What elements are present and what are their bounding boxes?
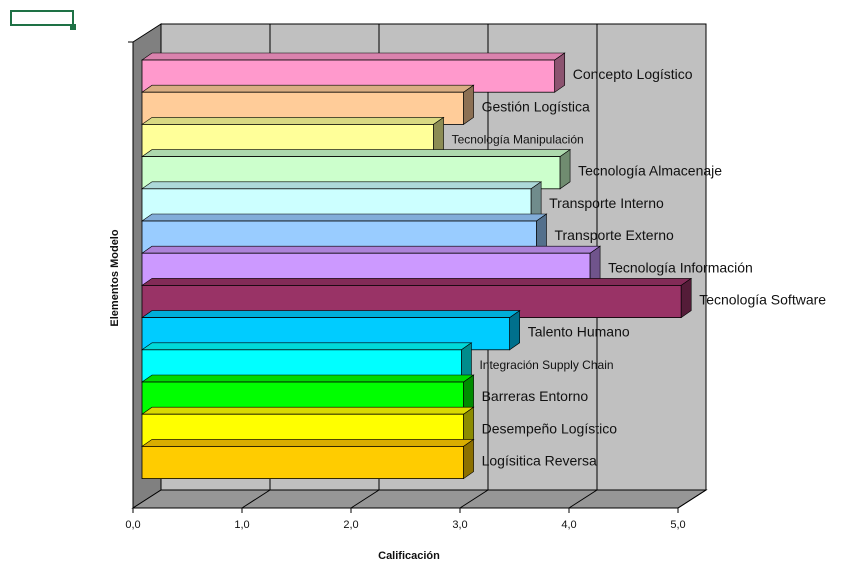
- bar-label: Barreras Entorno: [482, 388, 589, 404]
- bar-top-face: [141, 342, 473, 351]
- bar-label: Concepto Logístico: [573, 66, 693, 82]
- bar-top-face: [141, 278, 693, 286]
- bar-end-face: [509, 310, 520, 351]
- x-tick-label: 3,0: [452, 519, 467, 531]
- bar-label: Tecnología Manipulación: [452, 133, 584, 147]
- bar-label: Transporte Interno: [549, 195, 664, 211]
- bar-label: Logísitica Reversa: [482, 453, 597, 469]
- bar-top-face: [141, 213, 548, 222]
- bar-top-face: [141, 374, 475, 383]
- x-axis-ticks: 0,0 1,0 2,0 3,0 4,0 5,0: [125, 41, 686, 531]
- bar-top-face: [141, 84, 475, 93]
- gridline-floor: [241, 489, 271, 509]
- gridline-floor: [459, 489, 489, 509]
- bar-top-face: [141, 52, 566, 61]
- bar-label: Transporte Externo: [554, 227, 674, 243]
- bar-label: Gestión Logística: [482, 98, 590, 114]
- bar-label: Integración Supply Chain: [479, 358, 613, 372]
- bar-end-face: [559, 149, 571, 190]
- bar-end-face: [463, 438, 474, 480]
- cell-selection-box[interactable]: [10, 10, 74, 26]
- bar-top-face: [141, 310, 521, 318]
- x-tick-label: 0,0: [125, 519, 140, 531]
- gridline-floor: [350, 489, 380, 509]
- bar-end-face: [680, 277, 692, 319]
- x-tick-label: 5,0: [670, 519, 685, 531]
- gridline-floor: [568, 489, 598, 509]
- bar-label: Talento Humano: [528, 324, 630, 340]
- chart-bars: [141, 52, 693, 480]
- bar-end-face: [463, 84, 474, 125]
- bar-label: Desempeño Logístico: [482, 420, 618, 436]
- gridline-floor: [677, 489, 707, 509]
- bar-label: Tecnología Almacenaje: [578, 163, 722, 179]
- x-tick-label: 4,0: [561, 519, 576, 531]
- x-tick-label: 2,0: [343, 519, 358, 531]
- bar-top-face: [141, 117, 445, 125]
- bar-top-face: [141, 406, 475, 415]
- bar-front-face: [141, 445, 465, 479]
- y-axis-title: Elementos Modelo: [109, 229, 121, 326]
- cell-fill-handle[interactable]: [70, 24, 76, 30]
- floor: [131, 489, 708, 509]
- bar-label: Tecnología Información: [608, 259, 753, 275]
- bar: [141, 438, 475, 480]
- bar-top-face: [141, 149, 572, 157]
- bar-top-face: [141, 439, 475, 447]
- x-tick-label: 1,0: [234, 519, 249, 531]
- bar-top-face: [141, 181, 543, 190]
- bar-end-face: [554, 52, 566, 93]
- bar-labels: Concepto Logístico Gestión Logística Tecno…: [452, 66, 827, 468]
- bar-top-face: [141, 245, 602, 254]
- bar-label: Tecnología Software: [699, 292, 826, 308]
- x-axis-title: Calificación: [378, 550, 440, 562]
